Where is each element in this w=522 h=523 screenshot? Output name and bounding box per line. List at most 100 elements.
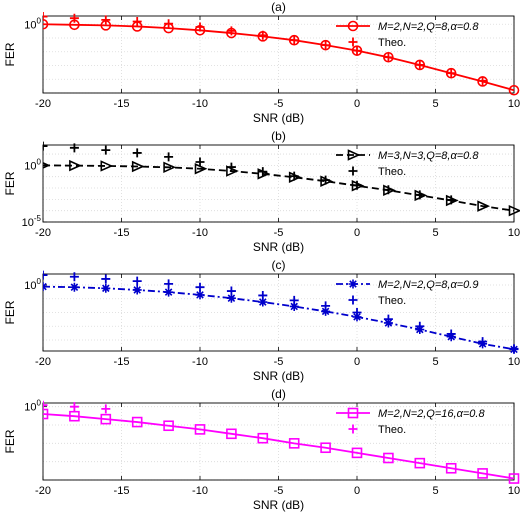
data-point: [195, 282, 205, 292]
series-line: [43, 23, 515, 92]
data-point: [352, 46, 362, 56]
data-point: [195, 157, 205, 167]
x-tick-label: -15: [114, 356, 130, 368]
series-line: [43, 164, 515, 212]
data-point: [132, 17, 142, 26]
data-point: [194, 424, 206, 435]
data-point: [289, 301, 299, 311]
x-tick-label: 10: [508, 485, 520, 497]
data-point: [226, 428, 237, 440]
data-point: [195, 22, 205, 32]
data-point: [446, 68, 456, 78]
series-sim: [43, 408, 520, 484]
x-tick-label: 0: [354, 98, 360, 110]
panel-d: (d) -20 -15 -10 -5 0 5 10 100 SNR (dB) FER M=2,N=2,…: [3, 387, 520, 512]
data-point: [289, 295, 299, 305]
data-point: [43, 12, 48, 22]
data-point: [43, 141, 48, 151]
data-point: [43, 408, 49, 420]
legend-label: M=2,N=2,Q=8,α=0.9: [378, 279, 478, 291]
x-tick-label: -15: [114, 98, 130, 110]
x-tick-label: 0: [354, 485, 360, 497]
data-point: [163, 420, 174, 432]
data-point: [164, 287, 174, 297]
data-point: [508, 84, 520, 96]
data-point: [164, 152, 174, 162]
legend-marker: [348, 37, 358, 47]
data-point: [383, 185, 393, 195]
data-point: [288, 438, 300, 449]
x-tick-label: -20: [35, 356, 51, 368]
legend: M=2,N=2,Q=16,α=0.8 Theo.: [336, 407, 485, 436]
x-tick-label: -10: [192, 356, 208, 368]
data-point: [478, 76, 488, 86]
data-point: [477, 200, 491, 212]
x-tick-label: 0: [354, 356, 360, 368]
panel-c: (c) -20 -15 -10 -5 0 5 10 100 SNR (dB) FER M=2,N=2,…: [3, 258, 520, 383]
x-tick-label: 10: [508, 98, 520, 110]
legend-marker: [348, 166, 358, 176]
data-point: [415, 321, 425, 331]
legend-marker: [348, 279, 358, 289]
data-point: [132, 276, 142, 286]
series-line: [43, 285, 515, 351]
y-tick-label: 100: [24, 16, 41, 31]
x-tick-label: -10: [192, 227, 208, 239]
data-point: [320, 442, 331, 454]
x-tick-label: 5: [432, 98, 438, 110]
data-point: [69, 13, 79, 23]
data-point: [257, 432, 269, 444]
series-line: [43, 413, 515, 480]
legend-label: M=2,N=2,Q=16,α=0.8: [378, 408, 485, 420]
data-point: [131, 416, 143, 428]
x-tick-label: -5: [274, 98, 284, 110]
data-point: [226, 26, 236, 36]
x-tick-label: -10: [192, 485, 208, 497]
data-point: [43, 162, 51, 169]
data-point: [477, 468, 488, 479]
x-axis-label: SNR (dB): [253, 111, 304, 125]
x-tick-label: -5: [274, 227, 284, 239]
legend: M=3,N=3,Q=8,α=0.8 Theo.: [336, 149, 479, 178]
x-axis-label: SNR (dB): [253, 369, 304, 383]
series-theo: [43, 141, 456, 205]
x-tick-label: -5: [274, 485, 284, 497]
data-point: [100, 160, 114, 172]
legend-label: Theo.: [378, 424, 406, 436]
data-point: [446, 329, 456, 339]
y-tick-label: 100: [24, 399, 41, 414]
data-point: [414, 457, 426, 469]
panel-title: (a): [271, 0, 286, 14]
data-point: [258, 167, 268, 177]
x-tick-label: 10: [508, 356, 520, 368]
data-point: [321, 40, 331, 50]
x-tick-label: -15: [114, 485, 130, 497]
data-point: [258, 30, 268, 40]
legend: M=2,N=2,Q=8,α=0.8 Theo.: [336, 20, 479, 49]
data-point: [101, 15, 111, 25]
legend-label: M=2,N=2,Q=8,α=0.8: [378, 21, 479, 33]
data-point: [351, 447, 363, 459]
legend-marker: [347, 149, 361, 161]
series-theo: [43, 270, 519, 354]
y-tick-label: 100: [24, 277, 41, 292]
data-point: [321, 306, 331, 316]
data-point: [446, 195, 456, 205]
x-tick-label: 0: [354, 227, 360, 239]
x-tick-label: 5: [432, 356, 438, 368]
data-point: [43, 270, 48, 280]
x-tick-label: -20: [35, 98, 51, 110]
data-point: [101, 274, 111, 284]
legend-label: Theo.: [378, 166, 406, 178]
data-point: [509, 344, 519, 354]
x-tick-label: -20: [35, 485, 51, 497]
data-point: [195, 290, 205, 300]
data-point: [132, 285, 142, 295]
legend-marker: [347, 407, 359, 419]
y-tick-label: 10-5: [22, 214, 42, 229]
x-axis-label: SNR (dB): [253, 240, 304, 254]
y-axis-label: FER: [3, 429, 17, 453]
series-sim: [43, 159, 520, 217]
data-point: [69, 272, 79, 282]
legend-marker: [347, 20, 359, 32]
